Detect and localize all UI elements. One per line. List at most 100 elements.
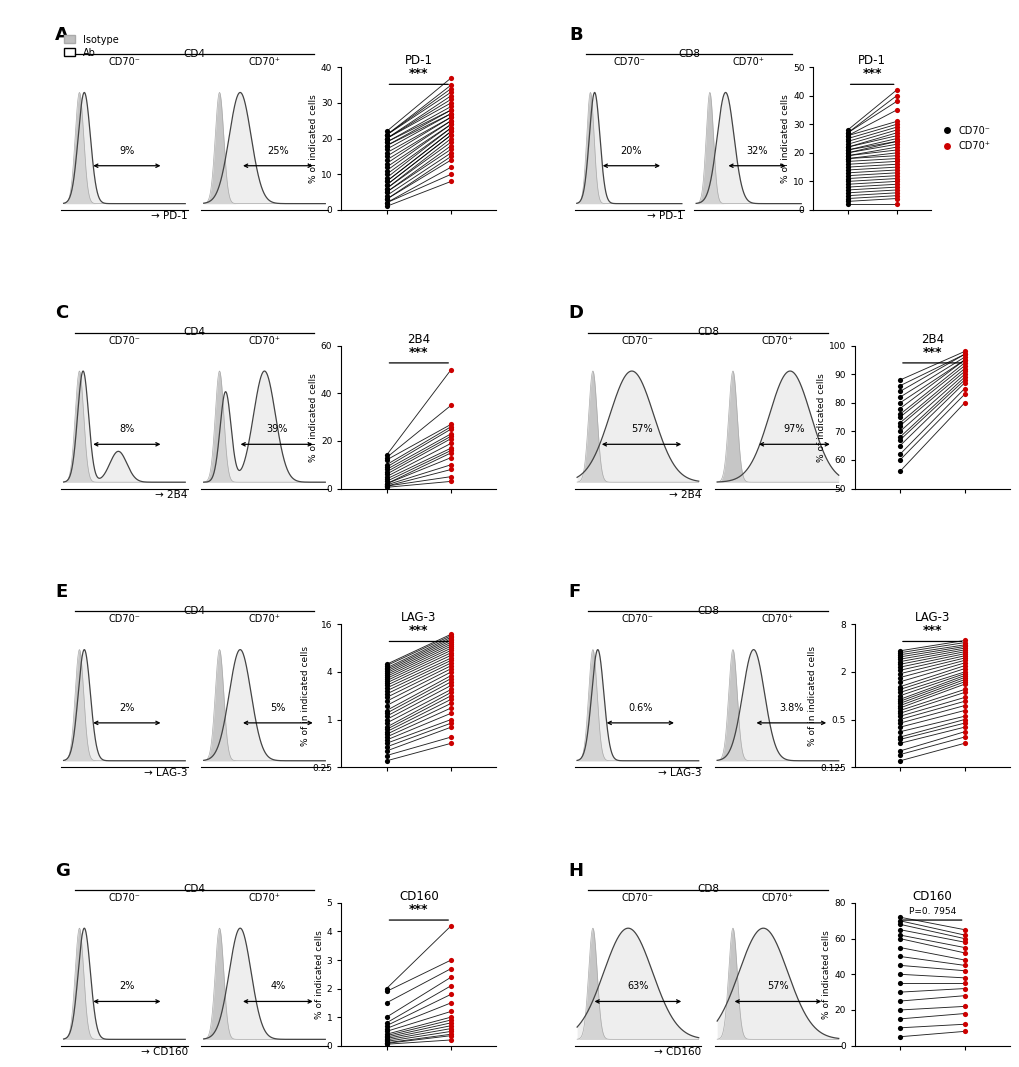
Point bbox=[891, 1029, 907, 1046]
Text: CD4: CD4 bbox=[183, 885, 205, 894]
X-axis label: → CD160: → CD160 bbox=[653, 1047, 700, 1057]
Point bbox=[888, 133, 904, 150]
Point bbox=[378, 689, 394, 706]
Point bbox=[956, 723, 972, 740]
Point bbox=[839, 139, 855, 156]
Y-axis label: % of in indicated cells: % of in indicated cells bbox=[807, 646, 816, 746]
Point bbox=[442, 670, 459, 687]
Point bbox=[891, 669, 907, 686]
Point bbox=[442, 634, 459, 651]
Point bbox=[956, 692, 972, 710]
Point bbox=[378, 659, 394, 676]
Point bbox=[888, 150, 904, 168]
X-axis label: → LAG-3: → LAG-3 bbox=[657, 768, 700, 779]
Point bbox=[891, 735, 907, 752]
Point bbox=[442, 660, 459, 678]
X-axis label: → PD-1: → PD-1 bbox=[151, 211, 187, 221]
Point bbox=[956, 343, 972, 360]
Point bbox=[378, 191, 394, 208]
Point bbox=[378, 747, 394, 764]
Point bbox=[891, 692, 907, 710]
Point bbox=[956, 675, 972, 692]
Point bbox=[378, 449, 394, 466]
Point bbox=[891, 673, 907, 690]
Point bbox=[956, 702, 972, 719]
Point bbox=[891, 746, 907, 763]
Point bbox=[891, 752, 907, 769]
Point bbox=[378, 721, 394, 738]
Point bbox=[442, 416, 459, 433]
Point bbox=[839, 170, 855, 187]
Point bbox=[839, 168, 855, 185]
Point bbox=[442, 918, 459, 935]
Point bbox=[442, 109, 459, 126]
X-axis label: → CD160: → CD160 bbox=[141, 1047, 187, 1057]
Point bbox=[839, 173, 855, 190]
Point bbox=[888, 144, 904, 161]
Point bbox=[378, 697, 394, 714]
Point bbox=[442, 631, 459, 648]
Text: 2%: 2% bbox=[119, 982, 135, 991]
Point bbox=[956, 354, 972, 371]
Point bbox=[956, 660, 972, 678]
Point bbox=[442, 152, 459, 169]
Title: CD70⁻: CD70⁻ bbox=[612, 58, 645, 67]
Point bbox=[442, 664, 459, 681]
Point bbox=[442, 457, 459, 474]
Text: CD4: CD4 bbox=[183, 49, 205, 59]
Point bbox=[378, 130, 394, 147]
Point bbox=[956, 363, 972, 380]
Point bbox=[891, 647, 907, 664]
Text: B: B bbox=[569, 26, 582, 44]
Point bbox=[956, 360, 972, 377]
Point bbox=[442, 159, 459, 176]
Point bbox=[956, 636, 972, 653]
Point bbox=[891, 690, 907, 707]
Text: 97%: 97% bbox=[783, 425, 804, 434]
Text: CD8: CD8 bbox=[696, 328, 718, 337]
Point bbox=[378, 148, 394, 165]
Point bbox=[378, 723, 394, 740]
Point bbox=[956, 652, 972, 669]
Point bbox=[378, 159, 394, 176]
Point bbox=[378, 184, 394, 201]
Text: CD8: CD8 bbox=[678, 49, 699, 59]
X-axis label: → 2B4: → 2B4 bbox=[155, 490, 187, 500]
Point bbox=[891, 395, 907, 412]
Point bbox=[378, 123, 394, 140]
Point bbox=[891, 707, 907, 724]
Text: 0.6%: 0.6% bbox=[628, 703, 652, 713]
Point bbox=[956, 650, 972, 667]
Point bbox=[378, 1034, 394, 1051]
Point bbox=[442, 1025, 459, 1042]
Point bbox=[378, 676, 394, 694]
Point bbox=[888, 118, 904, 136]
Point bbox=[891, 383, 907, 400]
Point bbox=[378, 692, 394, 710]
Point bbox=[442, 120, 459, 137]
Point bbox=[956, 351, 972, 368]
Point bbox=[839, 136, 855, 153]
Point bbox=[888, 142, 904, 159]
Point bbox=[891, 429, 907, 446]
Point bbox=[378, 735, 394, 752]
Point bbox=[891, 662, 907, 679]
Point bbox=[839, 153, 855, 170]
Point bbox=[442, 657, 459, 674]
X-axis label: → PD-1: → PD-1 bbox=[647, 211, 684, 221]
Point bbox=[442, 1020, 459, 1037]
Point bbox=[378, 133, 394, 150]
Point bbox=[956, 380, 972, 397]
Point bbox=[891, 656, 907, 673]
Point bbox=[839, 176, 855, 193]
Text: 25%: 25% bbox=[267, 145, 288, 156]
Point bbox=[378, 130, 394, 147]
Point bbox=[442, 130, 459, 147]
Point bbox=[891, 939, 907, 956]
Text: CD8: CD8 bbox=[696, 606, 718, 616]
Point bbox=[442, 1003, 459, 1020]
Text: ***: *** bbox=[921, 346, 942, 359]
Point bbox=[891, 702, 907, 719]
Point bbox=[378, 704, 394, 721]
Point bbox=[956, 671, 972, 688]
